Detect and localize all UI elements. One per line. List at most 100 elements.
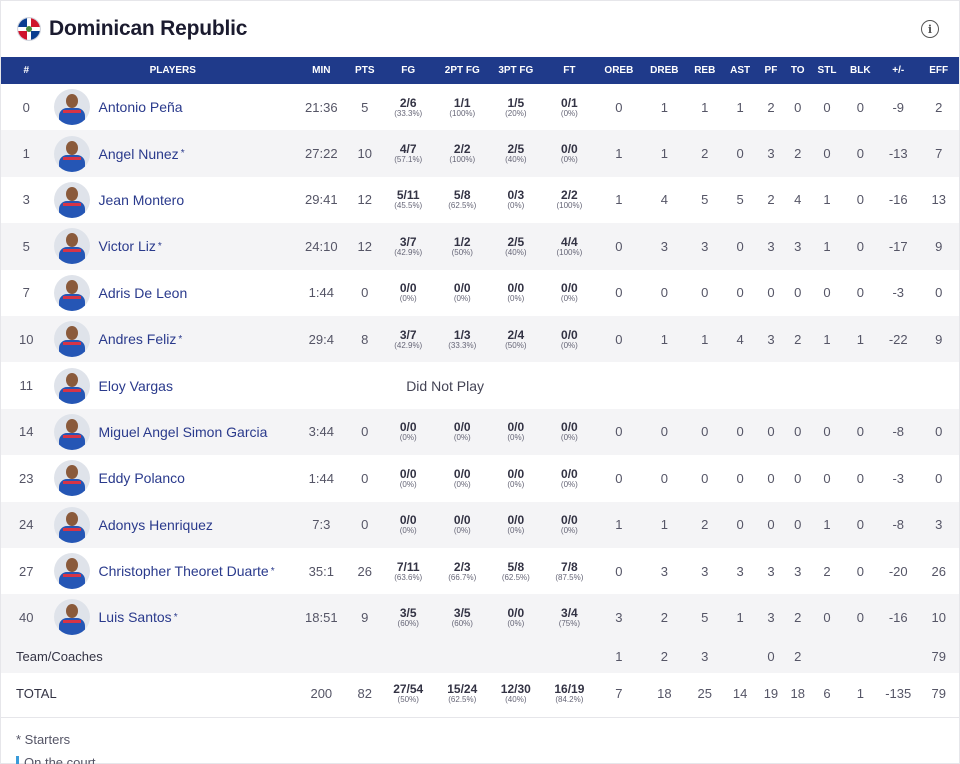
player-name-link[interactable]: Victor Liz (98, 238, 156, 255)
avatar (53, 274, 90, 311)
player-name-link[interactable]: Eloy Vargas (98, 377, 173, 394)
3pt-fg: 0/0 (0%) (489, 270, 543, 316)
3pt-fg: 2/4 (50%) (489, 316, 543, 362)
column-header[interactable]: 3PT FG (498, 65, 534, 76)
info-icon[interactable]: i (921, 20, 939, 38)
table-row: 40 Luis Santos * 18:51 9 3/5 (60%) 3/5 (60%) 0/0(… (1, 594, 959, 641)
player-name-link[interactable]: Miguel Angel Simon Garcia (98, 423, 268, 440)
stat-pf: 3 (767, 238, 775, 254)
stat-oreb: 0 (615, 285, 623, 301)
jersey-number: 27 (19, 563, 34, 579)
ft-pct: (0%) (560, 433, 578, 443)
stat-reb: 3 (701, 563, 709, 579)
minutes: 27:22 (305, 146, 338, 162)
stat-eff: 79 (931, 686, 946, 702)
2pt-fg-made: 1/3 (453, 327, 471, 342)
fg: 3/5 (60%) (381, 594, 436, 640)
3pt-fg-pct: (62.5%) (501, 572, 530, 582)
3pt-fg: 2/5 (40%) (489, 130, 543, 176)
column-header[interactable]: STL (817, 65, 837, 76)
ft-made: 16/19 (554, 682, 585, 697)
ft: 0/0 (0%) (543, 409, 597, 455)
player-name-link[interactable]: Eddy Polanco (98, 470, 185, 487)
column-header[interactable]: EFF (929, 65, 949, 76)
ft-pct: (100%) (556, 201, 583, 211)
column-header[interactable]: FT (563, 65, 576, 76)
stat-ast: 1 (736, 609, 744, 625)
on-court-label: On the court (24, 755, 96, 764)
fg: 0/0 (0%) (381, 455, 436, 501)
stat-to: 18 (790, 686, 805, 702)
player-name-link[interactable]: Jean Montero (98, 191, 185, 208)
3pt-fg: 2/5 (40%) (489, 223, 543, 269)
column-header[interactable]: PF (764, 65, 778, 76)
points: 5 (361, 99, 369, 115)
stat-to: 2 (794, 146, 802, 162)
player-name-link[interactable]: Adonys Henriquez (98, 516, 213, 533)
3pt-fg-pct: (20%) (505, 108, 527, 118)
jersey-number: 14 (19, 424, 34, 440)
on-court-legend: On the court (16, 755, 944, 764)
stat-blk: 0 (856, 563, 864, 579)
stat-ast: 0 (736, 238, 744, 254)
column-header[interactable]: PLAYERS (149, 65, 196, 76)
boxscore-table: # PLAYERS MIN PTS FG 2PT FG 3PT FG FT OREB DREB RE… (1, 57, 959, 715)
player-name-link[interactable]: Christopher Theoret Duarte (98, 563, 269, 580)
player-name-link[interactable]: Adris De Leon (98, 284, 188, 301)
stat-reb: 0 (701, 285, 709, 301)
stat-pf: 3 (767, 331, 775, 347)
column-header[interactable]: 2PT FG (444, 65, 480, 76)
fg: 0/0 (0%) (381, 502, 436, 548)
player-name-link[interactable]: Antonio Peña (98, 99, 183, 116)
player-name-link[interactable]: Andres Feliz (98, 331, 177, 348)
table-header-row: # PLAYERS MIN PTS FG 2PT FG 3PT FG FT OREB DREB RE… (1, 57, 959, 84)
ft-made: 0/0 (561, 513, 578, 528)
fg-made: 0/0 (399, 466, 417, 481)
column-header[interactable]: REB (694, 65, 716, 76)
player-name-link[interactable]: Luis Santos (98, 609, 172, 626)
column-header[interactable]: # (23, 65, 30, 76)
team-name: Dominican Republic (49, 17, 248, 40)
column-header[interactable]: BLK (850, 65, 871, 76)
stat-to: 2 (794, 331, 802, 347)
table-row: 1 Angel Nunez * 27:22 10 4/7 (57.1%) 2/2 (100%) 2… (1, 130, 959, 177)
fg-made: 3/5 (399, 605, 417, 620)
ft-pct: (0%) (560, 108, 578, 118)
column-header[interactable]: DREB (650, 65, 679, 76)
stat-oreb: 1 (615, 192, 623, 208)
table-row: 5 Victor Liz * 24:10 12 3/7 (42.9%) 1/2 (50%) 2/5… (1, 223, 959, 270)
on-court-indicator (16, 755, 19, 764)
stat-eff: 0 (935, 424, 943, 440)
column-header[interactable]: PTS (355, 65, 375, 76)
column-header[interactable]: TO (790, 65, 805, 76)
ft: 16/19 (84.2%) (543, 673, 597, 715)
empty-cell (758, 362, 784, 408)
avatar (53, 367, 90, 404)
column-header[interactable]: FG (401, 65, 416, 76)
stat-blk: 0 (856, 470, 864, 486)
jersey-number: 40 (19, 609, 34, 625)
stat-eff: 2 (935, 99, 943, 115)
stat-stl: 0 (823, 99, 831, 115)
player-cell: Eddy Polanco (52, 455, 295, 501)
column-header[interactable]: +/- (892, 65, 905, 76)
team-coaches-row: Team/Coaches 1 2 3 0 2 79 (1, 640, 959, 673)
minutes: 24:10 (305, 238, 338, 254)
stat-reb: 1 (701, 99, 709, 115)
avatar (53, 506, 90, 543)
ft: 0/0 (0%) (543, 130, 597, 176)
stat-to: 0 (794, 99, 802, 115)
3pt-fg-pct: (40%) (505, 247, 527, 257)
column-header[interactable]: MIN (312, 65, 331, 76)
player-name-link[interactable]: Angel Nunez (98, 145, 179, 162)
jersey-number: 10 (19, 331, 34, 347)
stat-reb: 2 (701, 517, 709, 533)
column-header[interactable]: AST (730, 65, 751, 76)
ft-made: 0/0 (561, 142, 578, 157)
stat-oreb: 3 (615, 609, 623, 625)
3pt-fg-pct: (0%) (507, 479, 525, 489)
ft-pct: (75%) (558, 618, 581, 628)
column-header[interactable]: OREB (604, 65, 634, 76)
total-label: TOTAL (16, 686, 57, 702)
stat-ast: 0 (736, 517, 744, 533)
